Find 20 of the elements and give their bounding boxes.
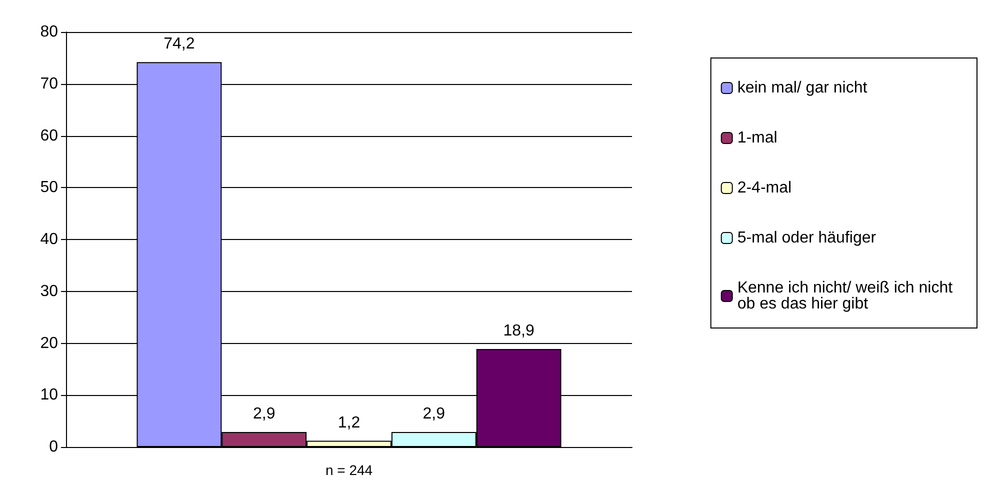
y-tick-label: 80 (40, 24, 58, 40)
data-label: 74,2 (164, 36, 195, 53)
y-tick-label: 0 (49, 438, 58, 456)
data-label: 2,9 (252, 405, 276, 422)
data-label: 2,9 (422, 405, 446, 422)
y-tick-label: 60 (40, 127, 58, 144)
y-tick-label: 50 (40, 179, 58, 196)
legend-label: Kenne ich nicht/ weiß ich nicht ob es das hier gibt (737, 280, 958, 312)
legend-label: 1-mal (737, 130, 778, 146)
legend-label: 5-mal oder häufiger (737, 230, 877, 246)
x-tick-label: n = 244 (325, 462, 373, 478)
data-label: 18,9 (503, 322, 534, 340)
y-tick-label: 30 (40, 282, 58, 300)
y-tick-label: 40 (40, 231, 58, 248)
legend-label: 2-4-mal (737, 180, 792, 196)
y-tick-label: 20 (40, 334, 58, 352)
y-tick-label: 10 (40, 386, 58, 404)
legend-label: kein mal/ gar nicht (737, 80, 868, 96)
y-tick-label: 70 (40, 75, 58, 92)
data-label: 1,2 (338, 414, 360, 432)
